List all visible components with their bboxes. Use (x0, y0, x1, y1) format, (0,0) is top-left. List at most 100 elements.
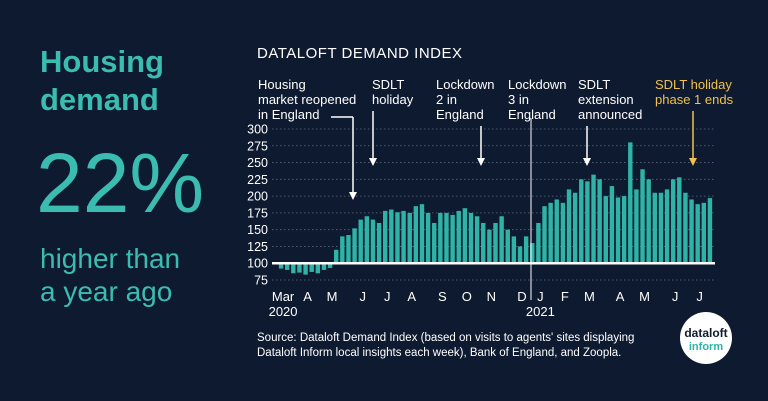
headline-caption: higher than a year ago (40, 243, 180, 307)
bar (278, 263, 284, 269)
bar (401, 210, 406, 264)
bar (689, 199, 694, 264)
bar (505, 229, 510, 264)
annotation: SDLT holiday phase 1 ends (655, 77, 734, 107)
bar (670, 179, 676, 264)
bar (634, 189, 639, 264)
annotation: Housing market reopened in England (258, 77, 356, 122)
bar (554, 199, 559, 264)
bar (315, 263, 321, 274)
bar (646, 179, 651, 264)
bar (523, 236, 529, 264)
chart-title: DATALOFT DEMAND INDEX (257, 45, 463, 62)
bar (327, 263, 333, 268)
bar (542, 206, 547, 264)
bar (487, 229, 492, 264)
x-tick-label: M (639, 289, 650, 304)
headline-title: Housing demand (40, 44, 164, 117)
bar (468, 212, 474, 264)
bar (419, 204, 425, 264)
bar (474, 216, 480, 264)
bar (389, 209, 394, 264)
bar (664, 189, 670, 264)
bar (376, 222, 382, 264)
bar (585, 181, 590, 264)
bar (284, 263, 290, 270)
bar (579, 179, 584, 264)
y-tick-label: 200 (247, 190, 268, 204)
annotation: Lockdown 2 in England (436, 77, 495, 122)
y-tick-label: 225 (247, 173, 268, 187)
bar (444, 212, 449, 264)
bar (677, 177, 682, 264)
bar (603, 196, 608, 264)
x-tick-label: D (517, 289, 526, 304)
y-tick-label: 275 (247, 139, 268, 153)
x-tick-label: A (303, 289, 312, 304)
bar (297, 263, 302, 273)
x-tick-label: M (327, 289, 338, 304)
x-tick-label: J (696, 289, 703, 304)
bar (395, 212, 400, 264)
bar (370, 219, 376, 264)
bar (438, 212, 443, 264)
annotation: Lockdown 3 in England (508, 77, 567, 122)
y-tick-label: 150 (247, 223, 268, 237)
bar (425, 212, 431, 264)
source: Source: Dataloft Demand Index (based on … (257, 332, 634, 359)
bar (597, 179, 602, 264)
bar (340, 236, 345, 264)
x-tick-label: F (561, 289, 569, 304)
bar (548, 202, 553, 264)
x-tick-label: J (359, 289, 366, 304)
bar (658, 192, 664, 264)
y-tick-label: 250 (247, 156, 268, 170)
bar (683, 192, 688, 264)
y-tick-label: 175 (247, 206, 268, 220)
bar (701, 202, 707, 264)
arrowhead (689, 158, 697, 166)
y-tick-label: 100 (247, 257, 268, 271)
bar (493, 222, 498, 264)
arrowhead (349, 192, 357, 200)
logo-badge (680, 312, 732, 364)
bar (591, 174, 596, 264)
x-tick-label: J (672, 289, 679, 304)
arrowhead (583, 158, 591, 166)
bar (572, 192, 578, 264)
bar (383, 210, 388, 264)
bar (321, 263, 327, 270)
y-tick-label: 75 (254, 274, 268, 288)
x-tick-label: O (462, 289, 472, 304)
bar (517, 246, 523, 264)
y-tick-label: 125 (247, 240, 268, 254)
bar (309, 263, 314, 272)
bar (615, 197, 621, 264)
bar (640, 169, 645, 264)
bar (499, 216, 504, 264)
bar (450, 214, 455, 264)
bar (609, 186, 615, 264)
bar (432, 222, 437, 264)
bar (621, 196, 627, 264)
x-tick-label: S (438, 289, 447, 304)
bar (652, 192, 658, 264)
bar (364, 216, 370, 264)
bar (407, 212, 412, 264)
bar (358, 219, 363, 264)
bar (536, 222, 541, 264)
x-tick-label: J 2021 (526, 289, 555, 319)
bar (628, 142, 633, 264)
bar (462, 208, 468, 264)
bar (695, 204, 700, 264)
annotation: SDLT extension announced (578, 77, 642, 122)
bar (352, 228, 357, 264)
bar (530, 243, 535, 264)
annotation: SDLT holiday (372, 77, 414, 107)
bar (303, 263, 308, 275)
headline-figure: 22% (36, 136, 204, 230)
bar (456, 210, 461, 264)
